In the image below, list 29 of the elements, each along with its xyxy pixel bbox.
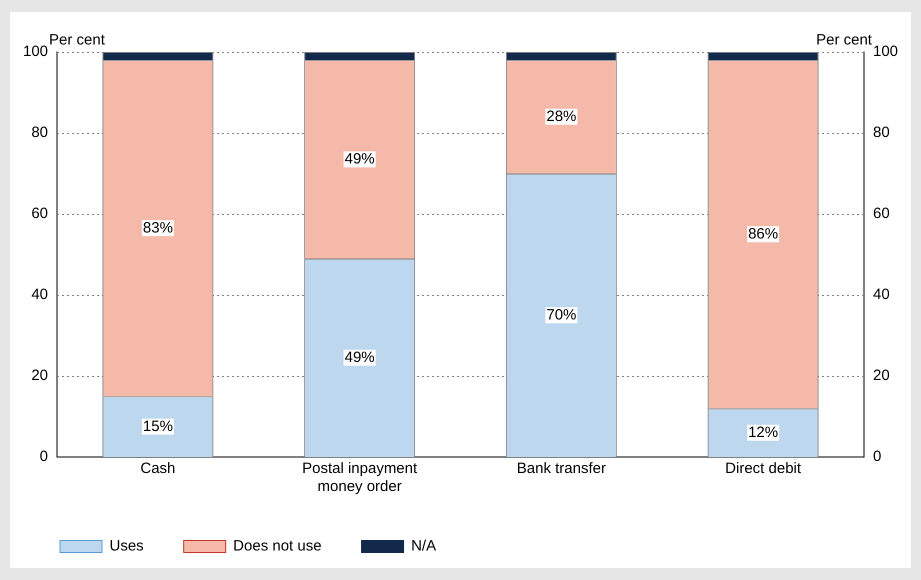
legend-label: Uses (110, 538, 144, 555)
x-tick-label: Direct debit (725, 460, 802, 478)
y-tick-label: 40 (31, 286, 48, 304)
y-tick-label: 100 (22, 43, 48, 60)
data-label: 12% (748, 424, 778, 441)
data-label: 49% (344, 348, 375, 366)
data-label: 28% (546, 108, 576, 125)
y2-tick-label: 80 (872, 124, 890, 142)
y2-tick-label: 0 (872, 448, 882, 466)
data-label: 49% (344, 150, 375, 168)
x-tick-label: Bank transfer (516, 460, 606, 478)
x-tick-label: Postal inpayment money order (302, 460, 418, 496)
y-tick-label: 20 (31, 367, 48, 384)
legend-label: Does not use (233, 538, 322, 555)
x-tick-label: Cash (140, 460, 176, 478)
data-label: 86% (748, 225, 778, 242)
y-tick-label: 80 (31, 124, 48, 142)
y2-axis-title: Per cent (816, 32, 873, 49)
y2-tick-label: 100 (872, 43, 898, 60)
y-axis-title: Per cent (49, 32, 106, 49)
y-tick-label: 60 (31, 205, 48, 222)
data-label: 83% (142, 219, 173, 236)
data-label: 70% (546, 306, 576, 324)
y2-tick-label: 20 (872, 367, 890, 384)
data-label: 15% (142, 418, 173, 435)
y2-tick-label: 60 (872, 205, 890, 222)
y2-tick-label: 40 (872, 286, 890, 304)
y-tick-label: 0 (40, 448, 48, 466)
legend-label: N/A (411, 538, 436, 555)
